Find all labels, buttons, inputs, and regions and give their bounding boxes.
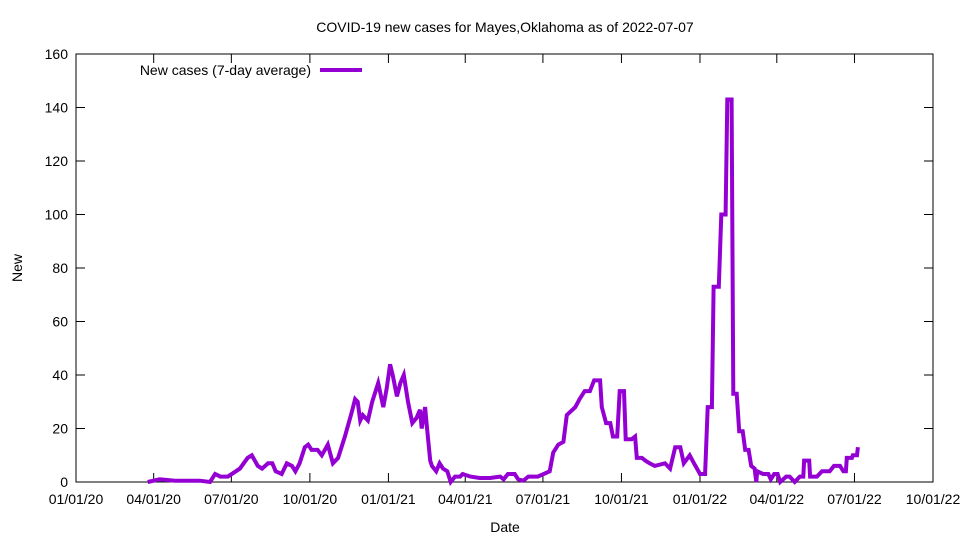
- x-axis-label: Date: [490, 519, 520, 535]
- x-tick-label: 10/01/21: [594, 491, 649, 507]
- x-tick-label: 07/01/21: [516, 491, 571, 507]
- legend-label: New cases (7-day average): [140, 62, 311, 78]
- x-tick-label: 07/01/22: [827, 491, 882, 507]
- y-tick-label: 80: [52, 260, 68, 276]
- x-tick-label: 01/01/21: [361, 491, 416, 507]
- y-tick-label: 140: [45, 100, 69, 116]
- x-tick-label: 01/01/22: [673, 491, 728, 507]
- legend: New cases (7-day average): [140, 62, 362, 78]
- y-tick-label: 160: [45, 46, 69, 62]
- x-tick-label: 04/01/22: [750, 491, 805, 507]
- x-tick-label: 07/01/20: [204, 491, 259, 507]
- x-tick-label: 10/01/22: [906, 491, 960, 507]
- y-tick-label: 120: [45, 153, 69, 169]
- y-axis-label: New: [9, 253, 25, 282]
- x-tick-label: 04/01/21: [438, 491, 493, 507]
- x-tick-label: 10/01/20: [283, 491, 338, 507]
- y-tick-label: 40: [52, 367, 68, 383]
- y-tick-label: 0: [60, 474, 68, 490]
- x-tick-label: 04/01/20: [126, 491, 181, 507]
- plot-frame: [75, 53, 934, 483]
- series-line-new-cases: [147, 97, 860, 487]
- y-tick-label: 60: [52, 314, 68, 330]
- x-tick-label: 01/01/20: [49, 491, 104, 507]
- chart-title: COVID-19 new cases for Mayes,Oklahoma as…: [316, 19, 694, 35]
- y-tick-label: 20: [52, 421, 68, 437]
- y-tick-label: 100: [45, 207, 69, 223]
